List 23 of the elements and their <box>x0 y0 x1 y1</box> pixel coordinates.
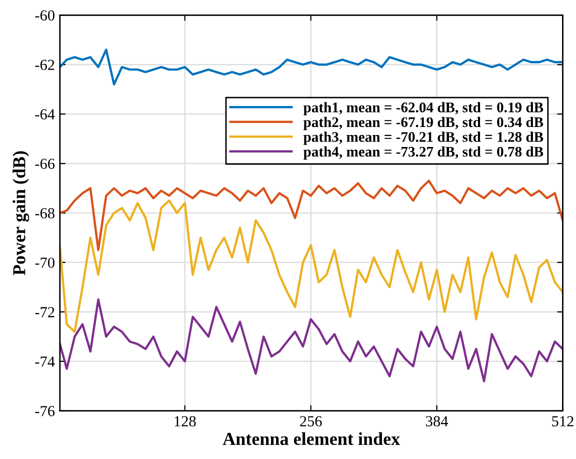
legend-label: path2, mean = -67.19 dB, std = 0.34 dB <box>303 116 544 130</box>
legend-label: path4, mean = -73.27 dB, std = 0.78 dB <box>303 146 544 160</box>
line-series <box>60 180 563 252</box>
y-tick-label: -64 <box>35 109 55 120</box>
x-tick-label: 256 <box>300 416 322 426</box>
legend-label: path3, mean = -70.21 dB, std = 1.28 dB <box>303 132 544 145</box>
y-tick-label: -72 <box>35 307 54 318</box>
legend-label: path1, mean = -62.04 dB, std = 0.19 dB <box>303 102 544 116</box>
y-tick-label: -66 <box>35 158 55 169</box>
x-tick-label: 128 <box>174 416 196 426</box>
y-tick-label: -74 <box>35 356 55 367</box>
line-series <box>60 200 563 333</box>
y-tick-label: -70 <box>35 258 54 268</box>
y-axis-title: Power gain (dB) <box>12 151 30 276</box>
y-tick-label: -76 <box>35 406 55 416</box>
x-axis-title: Antenna element index <box>222 432 400 446</box>
line-series <box>60 298 563 382</box>
x-tick-label: 384 <box>426 416 448 426</box>
line-series <box>60 48 563 86</box>
y-tick-label: -60 <box>35 10 54 21</box>
y-tick-label: -62 <box>35 60 54 70</box>
x-tick-label: 512 <box>552 416 574 426</box>
y-tick-label: -68 <box>35 208 54 218</box>
